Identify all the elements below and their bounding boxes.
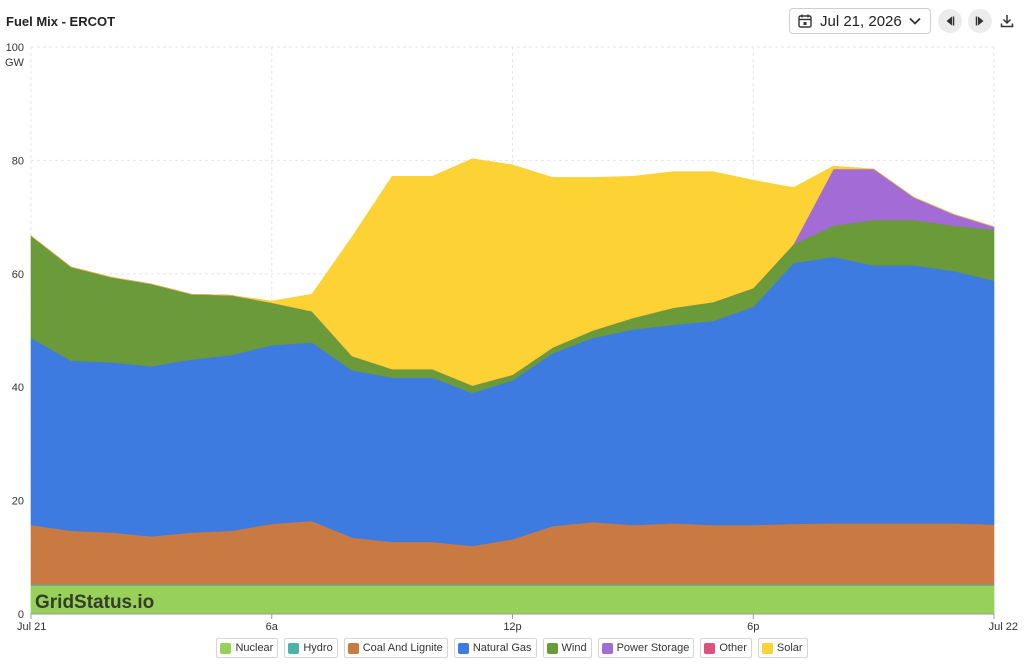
- legend-item-natural-gas[interactable]: Natural Gas: [453, 638, 537, 658]
- next-day-button[interactable]: [968, 9, 992, 33]
- legend-item-hydro[interactable]: Hydro: [284, 638, 338, 658]
- y-axis-unit: GW: [5, 57, 24, 69]
- x-tick-label: 6a: [266, 621, 279, 633]
- legend-swatch: [288, 642, 300, 654]
- x-axis: Jul 21 6a 12p 6p Jul 22: [17, 613, 1018, 633]
- legend-swatch: [601, 642, 613, 654]
- legend-label: Coal And Lignite: [362, 642, 443, 654]
- calendar-icon: [798, 14, 812, 28]
- legend-item-solar[interactable]: Solar: [757, 638, 808, 658]
- previous-day-button[interactable]: [938, 9, 962, 33]
- legend-label: Natural Gas: [472, 642, 532, 654]
- legend-label: Other: [719, 642, 747, 654]
- y-tick-label: 60: [12, 269, 24, 281]
- legend-label: Wind: [561, 642, 587, 654]
- y-tick-label: 100: [6, 42, 24, 54]
- legend-swatch: [704, 642, 716, 654]
- legend-item-wind[interactable]: Wind: [542, 638, 592, 658]
- gridstatus-watermark: GridStatus.io: [35, 592, 154, 613]
- legend-swatch: [347, 642, 359, 654]
- chart-legend: Nuclear Hydro Coal And Lignite Natural Gas W…: [0, 638, 1024, 658]
- legend-item-power-storage[interactable]: Power Storage: [597, 638, 695, 658]
- y-tick-label: 0: [18, 609, 24, 621]
- legend-swatch: [761, 642, 773, 654]
- legend-item-coal-and-lignite[interactable]: Coal And Lignite: [343, 638, 448, 658]
- y-axis: 0 20 40 60 80 100: [6, 42, 24, 621]
- chevron-down-icon: [909, 17, 921, 25]
- legend-label: Power Storage: [616, 642, 690, 654]
- download-button[interactable]: [998, 12, 1016, 30]
- legend-swatch: [457, 642, 469, 654]
- x-tick-label: 6p: [747, 621, 759, 633]
- area-nuclear: [30, 585, 995, 615]
- chart-areas: [30, 158, 995, 615]
- y-tick-label: 80: [12, 155, 24, 167]
- date-picker-button[interactable]: Jul 21, 2026: [789, 8, 931, 34]
- legend-swatch: [220, 642, 232, 654]
- legend-label: Solar: [776, 642, 803, 654]
- legend-item-other[interactable]: Other: [700, 638, 752, 658]
- page-title: Fuel Mix - ERCOT: [6, 14, 116, 29]
- x-tick-label: 12p: [503, 621, 521, 633]
- legend-item-nuclear[interactable]: Nuclear: [216, 638, 279, 658]
- legend-swatch: [546, 642, 558, 654]
- x-tick-label: Jul 21: [17, 621, 46, 633]
- area-solar: [30, 158, 995, 386]
- date-label: Jul 21, 2026: [820, 12, 902, 30]
- legend-label: Nuclear: [235, 642, 274, 654]
- y-tick-label: 20: [12, 496, 24, 508]
- legend-label: Hydro: [303, 642, 333, 654]
- y-tick-label: 40: [12, 382, 24, 394]
- triangle-left-icon: [946, 16, 955, 26]
- x-tick-label: Jul 22: [989, 621, 1018, 633]
- download-icon: [1000, 15, 1014, 28]
- triangle-right-icon: [975, 16, 984, 26]
